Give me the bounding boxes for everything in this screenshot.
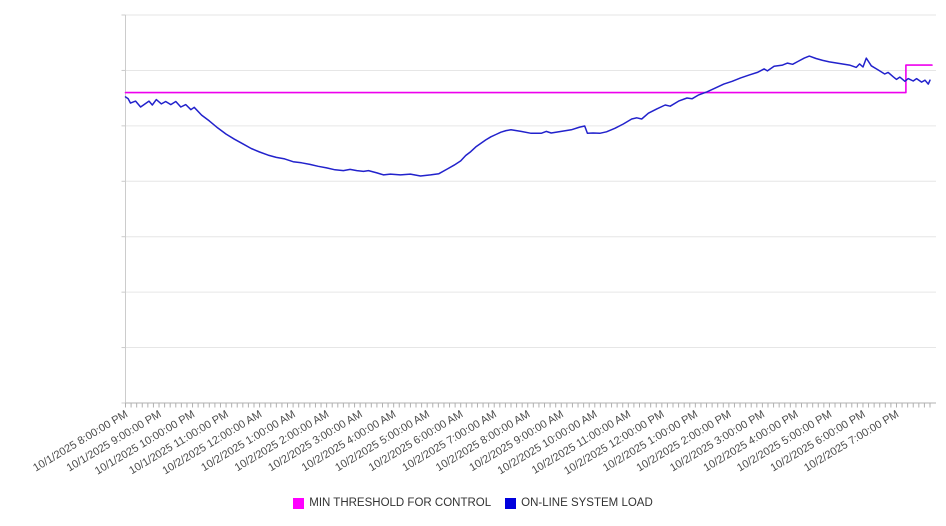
- legend-label-online-system-load: ON-LINE SYSTEM LOAD: [521, 497, 653, 509]
- series-line-online-system-load: [124, 55, 931, 177]
- legend-label-min-threshold: MIN THRESHOLD FOR CONTROL: [309, 497, 492, 509]
- legend-swatch-min-threshold: [293, 497, 305, 509]
- chart-legend: MIN THRESHOLD FOR CONTROL ON-LINE SYSTEM…: [0, 497, 946, 509]
- legend-swatch-online-system-load: [505, 497, 517, 509]
- legend-item-online-system-load[interactable]: ON-LINE SYSTEM LOAD: [505, 497, 653, 509]
- series-line-min-threshold: [124, 64, 933, 94]
- legend-item-min-threshold[interactable]: MIN THRESHOLD FOR CONTROL: [293, 497, 491, 509]
